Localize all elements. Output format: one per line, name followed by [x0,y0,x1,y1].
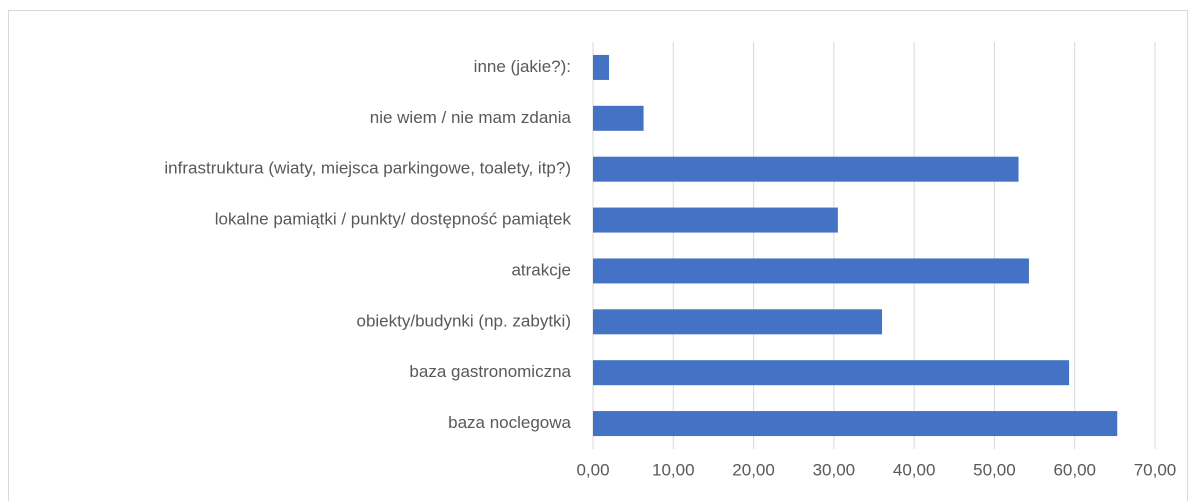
y-tick-label: baza noclegowa [448,413,571,432]
y-tick-label: atrakcje [511,260,571,279]
bar [593,105,644,131]
bar [593,207,838,233]
x-tick-label: 20,00 [732,460,775,479]
bar [593,156,1019,182]
bar [593,258,1029,284]
x-tick-label: 70,00 [1134,460,1177,479]
bar [593,411,1118,437]
x-tick-label: 0,00 [576,460,609,479]
x-tick-label: 30,00 [813,460,856,479]
x-tick-label: 10,00 [652,460,695,479]
x-tick-label: 60,00 [1053,460,1096,479]
y-tick-label: baza gastronomiczna [409,362,571,381]
y-tick-label: obiekty/budynki (np. zabytki) [357,311,572,330]
bar [593,54,610,80]
y-tick-label: lokalne pamiątki / punkty/ dostępność pa… [215,210,572,229]
y-tick-label: nie wiem / nie mam zdania [370,108,572,127]
x-tick-label: 40,00 [893,460,936,479]
y-tick-label: infrastruktura (wiaty, miejsca parkingow… [164,159,571,178]
y-tick-label: inne (jakie?): [474,57,571,76]
chart-border [8,10,1188,501]
x-tick-label: 50,00 [973,460,1016,479]
bar [593,360,1070,386]
bar [593,309,883,335]
